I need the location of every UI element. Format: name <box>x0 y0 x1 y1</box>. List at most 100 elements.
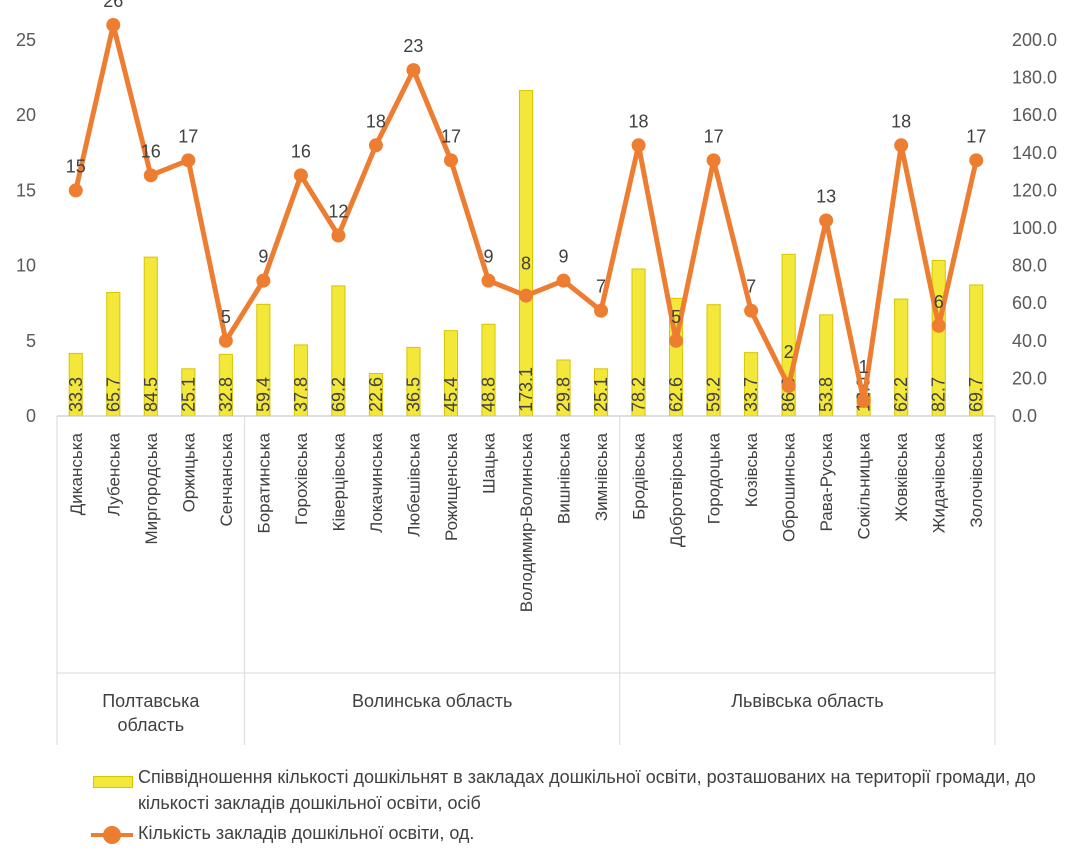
bar-value-label: 59.2 <box>704 377 724 412</box>
category-label: Жовківська <box>892 432 911 521</box>
category-label: Ківерцівська <box>329 432 348 531</box>
category-label: Лубенська <box>104 432 123 516</box>
line-value-label: 9 <box>483 247 493 267</box>
bar-value-label: 25.1 <box>178 377 198 412</box>
group-label: Волинська область <box>352 691 512 711</box>
line-value-label: 18 <box>366 111 386 131</box>
left-axis-tick: 20 <box>16 105 36 125</box>
line-value-label: 18 <box>629 111 649 131</box>
group-label: Львівська область <box>731 691 883 711</box>
bar-value-label: 36.5 <box>403 377 423 412</box>
bar-value-label: 65.7 <box>103 377 123 412</box>
category-label: Диканська <box>67 432 86 515</box>
line-point <box>331 228 346 243</box>
bar-value-label: 33.3 <box>66 377 86 412</box>
bar-value-label: 69.7 <box>966 377 986 412</box>
line-value-label: 23 <box>403 36 423 56</box>
line-value-label: 16 <box>141 141 161 161</box>
left-axis-tick: 15 <box>16 180 36 200</box>
line-point <box>969 153 984 168</box>
category-label: Володимир-Волинська <box>517 432 536 612</box>
bar-value-label: 45.4 <box>441 377 461 412</box>
line-point <box>443 153 458 168</box>
category-label: Миргородська <box>142 432 161 544</box>
legend-line-marker <box>103 826 121 844</box>
left-axis-tick: 10 <box>16 256 36 276</box>
category-label: Локачинська <box>367 432 386 532</box>
line-value-label: 9 <box>559 247 569 267</box>
bar-value-label: 78.2 <box>629 377 649 412</box>
line-value-label: 7 <box>596 277 606 297</box>
bar-value-label: 25.1 <box>591 377 611 412</box>
category-label: Бродівська <box>630 432 649 519</box>
category-label: Рава-Руська <box>817 432 836 531</box>
line-value-label: 8 <box>521 254 531 274</box>
line-value-label: 15 <box>66 156 86 176</box>
bar-value-label: 32.8 <box>216 377 236 412</box>
line-point <box>143 168 158 183</box>
category-label: Козівська <box>742 432 761 507</box>
category-label: Вишнівська <box>555 432 574 524</box>
category-label: Добротвірська <box>667 432 686 547</box>
line-value-label: 5 <box>671 307 681 327</box>
left-axis-tick: 25 <box>16 30 36 50</box>
line-value-label: 5 <box>221 307 231 327</box>
line-value-label: 2 <box>784 342 794 362</box>
line-value-label: 17 <box>178 126 198 146</box>
bar-value-label: 33.7 <box>741 377 761 412</box>
category-label: Любешівська <box>404 432 423 536</box>
line-value-label: 7 <box>746 277 756 297</box>
category-label: Сокільницька <box>855 432 874 539</box>
bar-value-label: 62.2 <box>891 377 911 412</box>
bar-value-label: 59.4 <box>253 377 273 412</box>
category-label: Жидачівська <box>930 432 949 533</box>
line-value-label: 18 <box>891 111 911 131</box>
line-point <box>406 63 421 78</box>
legend-bar-label: Співвідношення кількості дошкільнят в за… <box>138 767 1036 813</box>
category-label: Оржицька <box>179 432 198 512</box>
line-point <box>631 138 646 153</box>
bar-value-label: 53.8 <box>816 377 836 412</box>
left-axis-tick: 5 <box>26 331 36 351</box>
line-value-label: 16 <box>291 141 311 161</box>
line-value-label: 13 <box>816 186 836 206</box>
right-axis-tick: 20.0 <box>1012 368 1047 388</box>
line-value-label: 6 <box>934 292 944 312</box>
line-point <box>106 17 121 32</box>
line-point <box>519 288 533 303</box>
category-label: Рожищенська <box>442 432 461 541</box>
right-axis-tick: 60.0 <box>1012 293 1047 313</box>
bar-value-label: 82.7 <box>929 377 949 412</box>
category-label: Зимнівська <box>592 432 611 521</box>
bar-value-label: 84.5 <box>141 377 161 412</box>
category-label: Горохівська <box>292 432 311 525</box>
bar-value-label: 37.8 <box>291 377 311 412</box>
line-point <box>594 303 609 318</box>
right-axis-tick: 100.0 <box>1012 218 1057 238</box>
line-point <box>819 213 834 228</box>
line-point <box>894 138 909 153</box>
category-label: Боратинська <box>254 432 273 533</box>
right-axis-tick: 140.0 <box>1012 143 1057 163</box>
category-label: Золочівська <box>967 432 986 527</box>
line-value-label: 1 <box>859 357 869 377</box>
line-point <box>706 153 721 168</box>
left-axis-tick: 0 <box>26 406 36 426</box>
line-point <box>368 138 383 153</box>
line-value-label: 12 <box>328 202 348 222</box>
line-value-label: 9 <box>258 247 268 267</box>
line-point <box>556 273 571 288</box>
right-axis-tick: 120.0 <box>1012 180 1057 200</box>
line-point <box>293 168 308 183</box>
line-point <box>181 153 196 168</box>
right-axis-tick: 0.0 <box>1012 406 1037 426</box>
bar-value-label: 22.6 <box>366 377 386 412</box>
right-axis-tick: 80.0 <box>1012 256 1047 276</box>
category-label: Шацька <box>479 432 498 493</box>
category-label: Оброшинська <box>780 432 799 542</box>
bar-value-label: 29.8 <box>554 377 574 412</box>
line-point <box>931 318 946 333</box>
category-label: Городоцька <box>705 432 724 524</box>
bar-value-label: 48.8 <box>478 377 498 412</box>
line-value-label: 17 <box>704 126 724 146</box>
